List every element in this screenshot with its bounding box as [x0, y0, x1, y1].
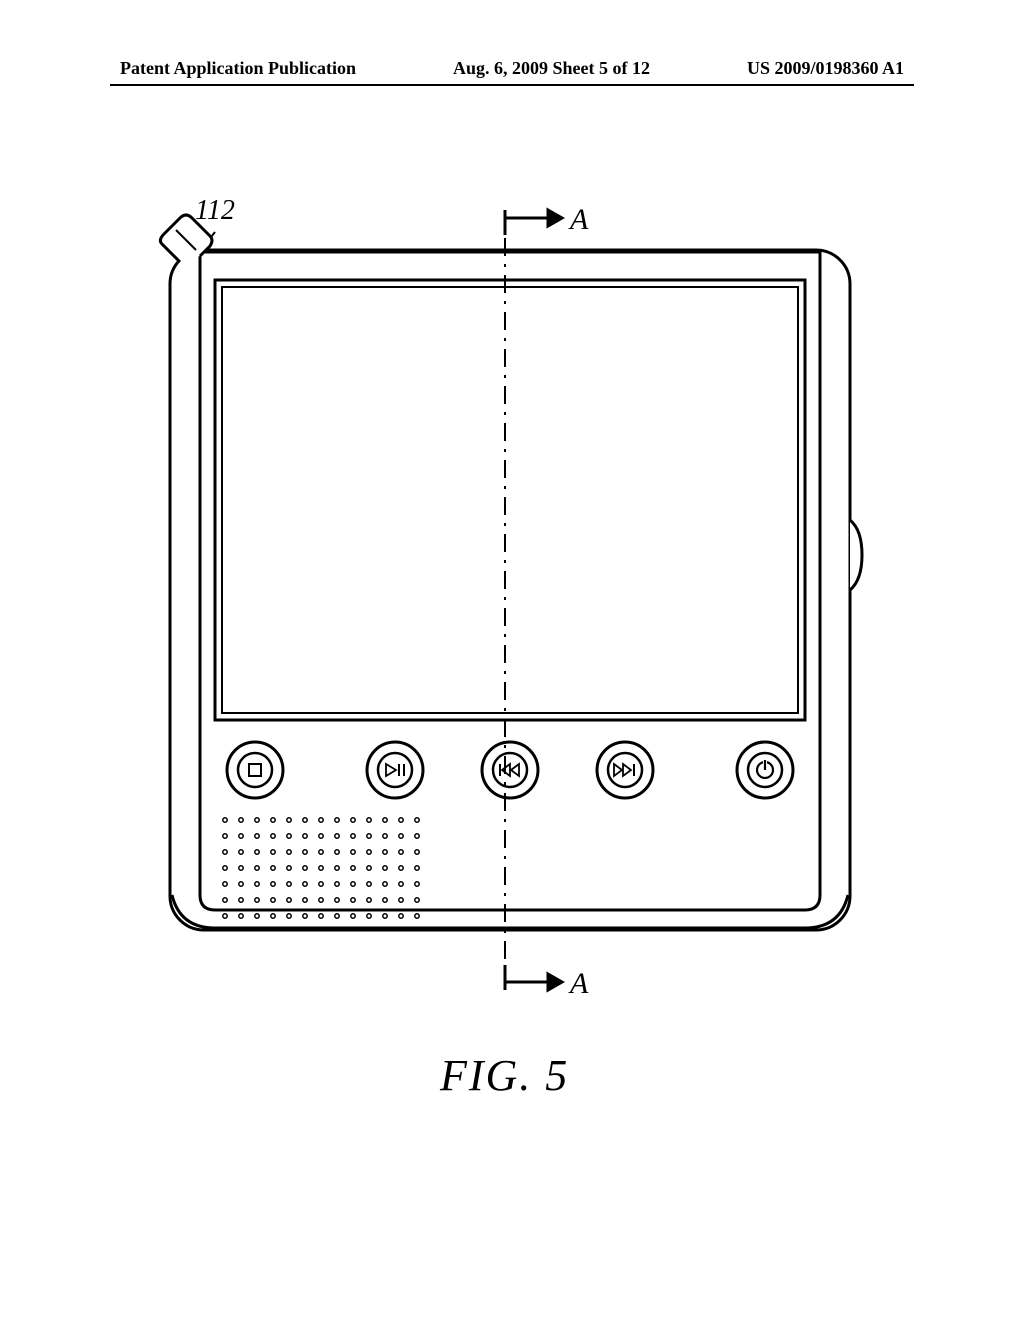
patent-figure	[0, 0, 1024, 1100]
page-root: Patent Application Publication Aug. 6, 2…	[0, 0, 1024, 1320]
playpause-button	[367, 742, 423, 798]
stop-button	[227, 742, 283, 798]
forward-button	[597, 742, 653, 798]
power-button	[737, 742, 793, 798]
rewind-button	[482, 742, 538, 798]
section-arrow-top	[505, 210, 562, 235]
screen	[215, 280, 805, 720]
side-latch	[850, 520, 862, 590]
section-arrow-bottom	[505, 965, 562, 990]
